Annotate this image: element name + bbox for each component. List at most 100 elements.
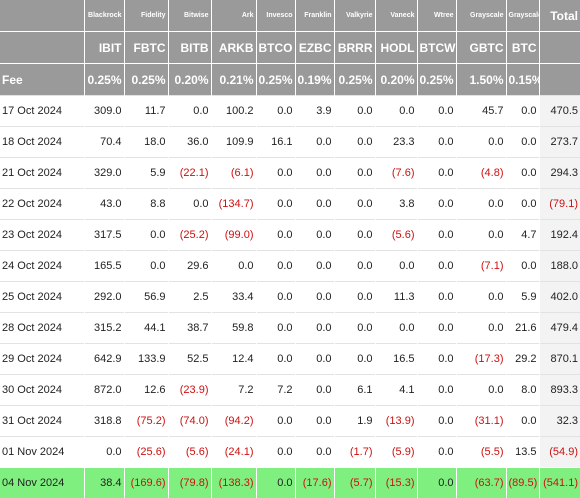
ticker-header-bitb: BITB bbox=[168, 32, 211, 64]
flow-cell-ezbc: 0.0 bbox=[295, 375, 334, 406]
fee-btco: 0.25% bbox=[256, 64, 295, 96]
flow-cell-fbtc: (169.6) bbox=[124, 468, 168, 498]
flow-cell-fbtc: (75.2) bbox=[124, 406, 168, 437]
flow-cell-arkb: (94.2) bbox=[211, 406, 256, 437]
flow-cell-btco: 0.0 bbox=[256, 189, 295, 220]
flow-cell-btc: 29.2 bbox=[506, 344, 539, 375]
row-date: 21 Oct 2024 bbox=[0, 158, 84, 189]
flow-cell-btc: 0.0 bbox=[506, 158, 539, 189]
flow-cell-brrr: 1.9 bbox=[334, 406, 375, 437]
flow-cell-fbtc: 133.9 bbox=[124, 344, 168, 375]
flow-cell-gbtc: 0.0 bbox=[456, 220, 506, 251]
flow-cell-brrr: 0.0 bbox=[334, 344, 375, 375]
flow-cell-gbtc: 0.0 bbox=[456, 127, 506, 158]
flow-cell-btcw: 0.0 bbox=[417, 251, 456, 282]
issuer-header-bitb: Bitwise bbox=[168, 0, 211, 32]
flow-cell-hodl: 0.0 bbox=[375, 251, 417, 282]
flow-cell-ibit: 165.5 bbox=[84, 251, 124, 282]
flow-cell-ezbc: 0.0 bbox=[295, 437, 334, 468]
total-cell: (541.1) bbox=[539, 468, 580, 498]
flow-cell-gbtc: (17.3) bbox=[456, 344, 506, 375]
flow-cell-ezbc: (17.6) bbox=[295, 468, 334, 498]
flow-cell-ibit: 309.0 bbox=[84, 96, 124, 127]
issuer-header-arkb: Ark bbox=[211, 0, 256, 32]
fee-brrr: 0.25% bbox=[334, 64, 375, 96]
fee-label: Fee bbox=[0, 64, 84, 96]
flow-cell-btco: 16.1 bbox=[256, 127, 295, 158]
flow-cell-gbtc: 45.7 bbox=[456, 96, 506, 127]
row-date: 30 Oct 2024 bbox=[0, 375, 84, 406]
issuer-header-btc: Grayscale bbox=[506, 0, 539, 32]
flow-cell-btc: (89.5) bbox=[506, 468, 539, 498]
flow-cell-brrr: 0.0 bbox=[334, 282, 375, 313]
flow-cell-fbtc: 5.9 bbox=[124, 158, 168, 189]
flow-cell-arkb: 100.2 bbox=[211, 96, 256, 127]
flow-cell-ezbc: 0.0 bbox=[295, 189, 334, 220]
issuer-header-fbtc: Fidelity bbox=[124, 0, 168, 32]
flow-cell-arkb: 59.8 bbox=[211, 313, 256, 344]
flow-cell-brrr: (1.7) bbox=[334, 437, 375, 468]
flow-cell-brrr: 0.0 bbox=[334, 251, 375, 282]
flow-cell-gbtc: (4.8) bbox=[456, 158, 506, 189]
flow-cell-brrr: 0.0 bbox=[334, 189, 375, 220]
flow-cell-arkb: 109.9 bbox=[211, 127, 256, 158]
flow-cell-ibit: 43.0 bbox=[84, 189, 124, 220]
total-cell: 470.5 bbox=[539, 96, 580, 127]
flow-cell-brrr: 6.1 bbox=[334, 375, 375, 406]
flow-cell-btco: 0.0 bbox=[256, 468, 295, 498]
flow-cell-hodl: 23.3 bbox=[375, 127, 417, 158]
flow-cell-gbtc: 0.0 bbox=[456, 189, 506, 220]
ticker-header-btcw: BTCW bbox=[417, 32, 456, 64]
total-cell: (79.1) bbox=[539, 189, 580, 220]
flow-cell-ibit: 315.2 bbox=[84, 313, 124, 344]
flow-cell-ezbc: 0.0 bbox=[295, 344, 334, 375]
row-date: 04 Nov 2024 bbox=[0, 468, 84, 498]
flow-cell-btcw: 0.0 bbox=[417, 96, 456, 127]
flow-cell-ezbc: 0.0 bbox=[295, 127, 334, 158]
flow-cell-ibit: 317.5 bbox=[84, 220, 124, 251]
flow-cell-gbtc: 0.0 bbox=[456, 282, 506, 313]
flow-cell-btcw: 0.0 bbox=[417, 313, 456, 344]
total-cell: (54.9) bbox=[539, 437, 580, 468]
flow-cell-btc: 5.9 bbox=[506, 282, 539, 313]
row-date: 17 Oct 2024 bbox=[0, 96, 84, 127]
total-cell: 402.0 bbox=[539, 282, 580, 313]
flow-cell-fbtc: 56.9 bbox=[124, 282, 168, 313]
flow-cell-btco: 0.0 bbox=[256, 220, 295, 251]
flow-cell-bitb: (23.9) bbox=[168, 375, 211, 406]
flow-cell-brrr: 0.0 bbox=[334, 158, 375, 189]
flow-cell-fbtc: 8.8 bbox=[124, 189, 168, 220]
flow-cell-btco: 0.0 bbox=[256, 437, 295, 468]
flow-cell-ibit: 329.0 bbox=[84, 158, 124, 189]
flow-cell-brrr: 0.0 bbox=[334, 313, 375, 344]
flow-cell-fbtc: (25.6) bbox=[124, 437, 168, 468]
flow-cell-btco: 0.0 bbox=[256, 282, 295, 313]
issuer-header-ibit: Blackrock bbox=[84, 0, 124, 32]
ticker-total-cell bbox=[539, 32, 580, 64]
issuer-header-ezbc: Franklin bbox=[295, 0, 334, 32]
flow-cell-fbtc: 0.0 bbox=[124, 251, 168, 282]
flow-cell-bitb: (74.0) bbox=[168, 406, 211, 437]
row-date: 25 Oct 2024 bbox=[0, 282, 84, 313]
flow-cell-hodl: (15.3) bbox=[375, 468, 417, 498]
flow-cell-bitb: (5.6) bbox=[168, 437, 211, 468]
flow-cell-btcw: 0.0 bbox=[417, 406, 456, 437]
total-cell: 273.7 bbox=[539, 127, 580, 158]
total-cell: 294.3 bbox=[539, 158, 580, 189]
flow-cell-btcw: 0.0 bbox=[417, 375, 456, 406]
total-cell: 870.1 bbox=[539, 344, 580, 375]
flow-cell-arkb: (134.7) bbox=[211, 189, 256, 220]
total-cell: 188.0 bbox=[539, 251, 580, 282]
flow-cell-btc: 0.0 bbox=[506, 251, 539, 282]
flow-cell-brrr: 0.0 bbox=[334, 220, 375, 251]
flow-cell-btcw: 0.0 bbox=[417, 468, 456, 498]
fee-btc: 0.15% bbox=[506, 64, 539, 96]
flow-cell-btcw: 0.0 bbox=[417, 282, 456, 313]
